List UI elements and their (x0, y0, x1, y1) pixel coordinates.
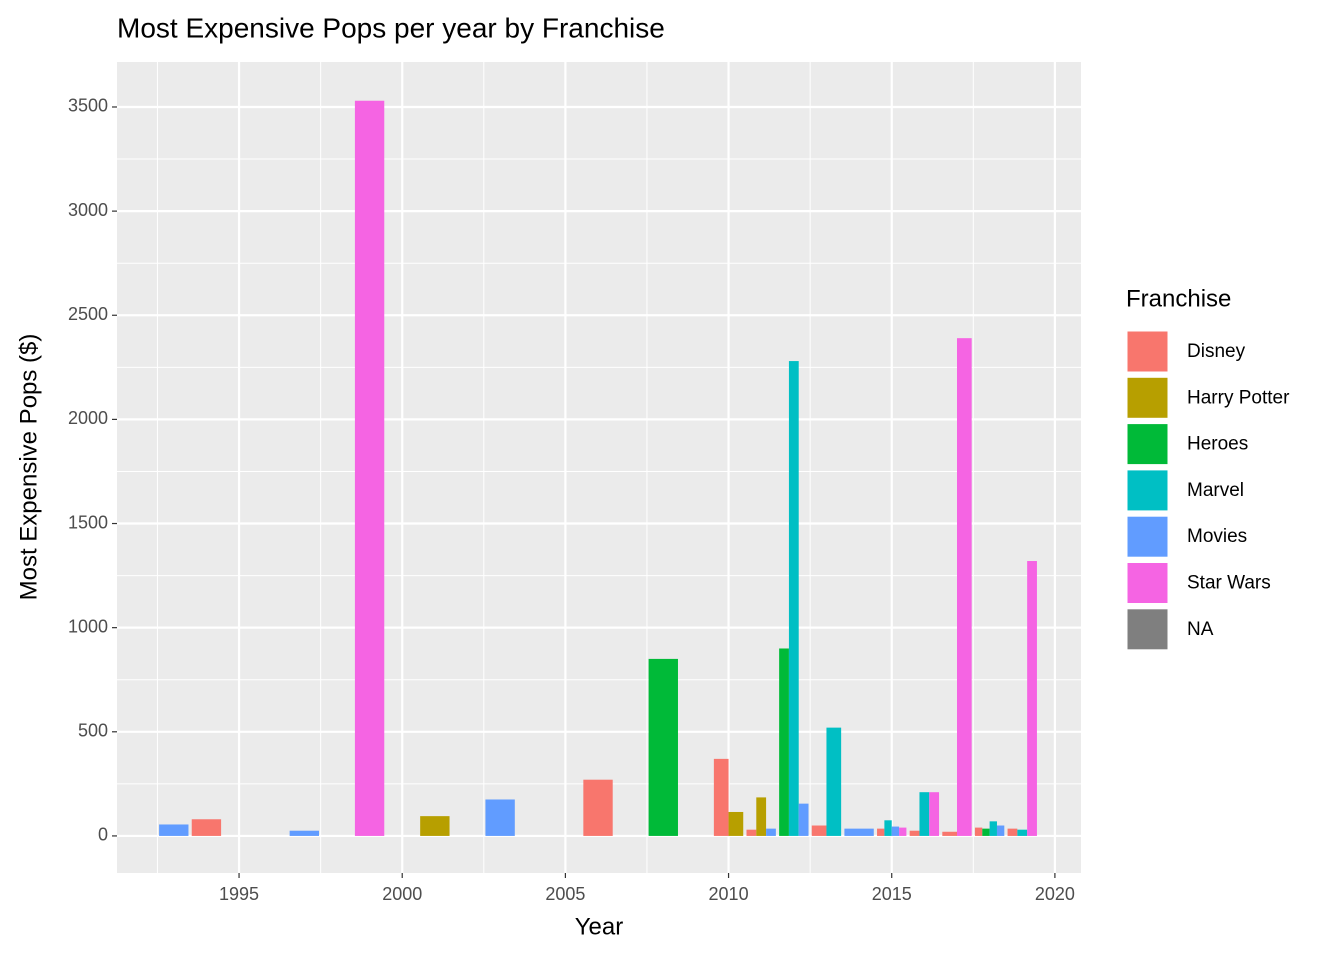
bar (713, 758, 729, 836)
x-tick-label: 2015 (872, 884, 912, 904)
bar (877, 828, 885, 836)
bar (899, 827, 907, 836)
bar (159, 824, 189, 836)
legend-key (1126, 562, 1169, 604)
legend-title: Franchise (1126, 285, 1231, 312)
bar (583, 779, 613, 836)
x-axis-title: Year (575, 913, 624, 940)
y-tick-label: 500 (78, 721, 108, 741)
x-tick-label: 2005 (545, 884, 585, 904)
legend-key (1126, 469, 1169, 512)
grid (117, 62, 1081, 873)
legend-label: Movies (1187, 526, 1247, 547)
bar (798, 803, 809, 836)
bars (159, 100, 1037, 836)
legend-label: Star Wars (1187, 573, 1271, 594)
bar (728, 811, 744, 836)
bar (191, 819, 222, 836)
x-tick-label: 2020 (1035, 884, 1075, 904)
legend-key (1126, 515, 1169, 558)
bar (1007, 828, 1018, 836)
bar (844, 828, 874, 836)
x-tick-label: 2000 (382, 884, 422, 904)
x-tick-label: 1995 (219, 884, 259, 904)
bar (996, 825, 1005, 836)
y-tick-label: 3000 (68, 200, 108, 220)
bar (942, 831, 957, 836)
bar (884, 820, 892, 836)
bar (779, 648, 789, 836)
bar (289, 830, 320, 836)
bar (485, 799, 515, 836)
y-tick-label: 2500 (68, 304, 108, 324)
bar (1027, 561, 1037, 836)
bar (929, 792, 940, 836)
y-axis-title: Most Expensive Pops ($) (15, 334, 42, 601)
y-tick-label: 3500 (68, 96, 108, 116)
legend-label: Harry Potter (1187, 387, 1290, 408)
bar (974, 827, 983, 836)
bar (982, 828, 990, 836)
bar (746, 829, 757, 836)
legend-label: Marvel (1187, 480, 1244, 501)
bar (989, 821, 997, 836)
bar (420, 816, 450, 836)
bar (956, 338, 972, 836)
bar (648, 658, 678, 836)
bar (891, 826, 900, 836)
panel (117, 62, 1081, 873)
legend-key (1126, 608, 1169, 651)
bar (909, 830, 920, 836)
legend-label: Disney (1187, 341, 1246, 362)
x-tick-label: 2010 (709, 884, 749, 904)
bar (811, 825, 827, 836)
legend-label: NA (1187, 619, 1214, 640)
y-tick-label: 1500 (68, 512, 108, 532)
bar (1017, 829, 1028, 836)
legend-key (1126, 330, 1169, 373)
legend-key (1126, 376, 1169, 419)
legend-key (1126, 423, 1169, 466)
bar (826, 727, 842, 836)
y-tick-label: 1000 (68, 616, 108, 636)
y-tick-label: 0 (98, 825, 108, 845)
y-tick-label: 2000 (68, 408, 108, 428)
bar (919, 792, 930, 836)
bar (766, 828, 776, 836)
bar (354, 100, 385, 836)
bar (756, 797, 767, 836)
chart-title: Most Expensive Pops per year by Franchis… (117, 12, 665, 43)
legend-label: Heroes (1187, 434, 1248, 455)
bar (788, 361, 799, 836)
